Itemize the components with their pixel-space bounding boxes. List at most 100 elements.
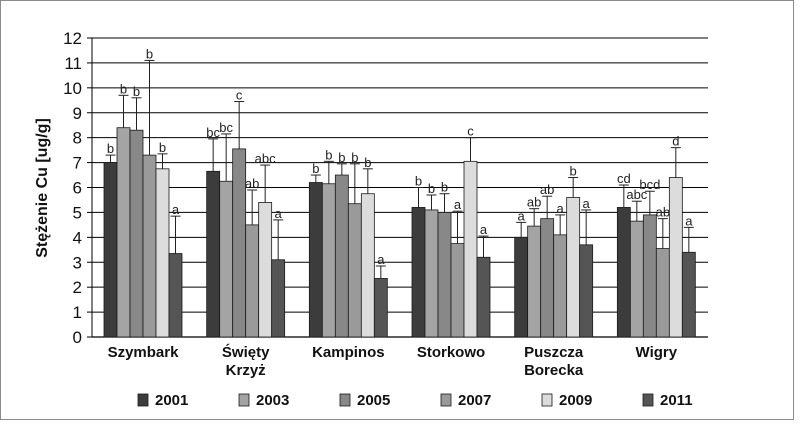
legend-swatch-2011 — [642, 393, 654, 407]
bar-2007-3 — [450, 243, 465, 338]
bar-2003-4 — [527, 225, 542, 338]
legend: 2001 2003 2005 2007 2009 2011 — [137, 392, 693, 409]
category-label: Puszcza — [524, 344, 584, 361]
bar-2011-4 — [579, 244, 594, 338]
bar-2005-3 — [437, 212, 452, 338]
significance-letter: cd — [617, 171, 631, 186]
significance-letter: b — [364, 155, 371, 170]
category-label: Szymbark — [108, 344, 180, 361]
y-tick-label: 9 — [73, 104, 82, 123]
error-bars — [105, 59, 694, 279]
bar-2005-2 — [334, 174, 349, 338]
significance-letter: b — [312, 161, 319, 176]
significance-letter: c — [467, 124, 474, 139]
bar-2001-3 — [411, 207, 426, 338]
category-label: Kampinos — [312, 344, 385, 361]
y-tick-label: 0 — [73, 328, 82, 347]
bar-2007-5 — [655, 248, 670, 338]
y-tick-label: 3 — [73, 253, 82, 272]
significance-letter: ab — [540, 182, 554, 197]
bar-2003-5 — [629, 220, 644, 338]
y-tick-label: 2 — [73, 278, 82, 297]
significance-letter: b — [120, 81, 127, 96]
bar-2009-0 — [155, 168, 170, 338]
bar-2003-1 — [219, 180, 234, 338]
significance-letter: d — [672, 134, 679, 149]
significance-letter: ab — [245, 176, 259, 191]
legend-swatch-2005 — [339, 393, 351, 407]
significance-letter: b — [415, 174, 422, 189]
y-tick-label: 6 — [73, 179, 82, 198]
significance-letter: b — [159, 140, 166, 155]
bar-2001-1 — [206, 170, 221, 338]
bar-2007-2 — [347, 203, 362, 338]
bar-2009-3 — [463, 160, 478, 338]
bar-2011-5 — [681, 251, 696, 338]
significance-letter: a — [685, 213, 693, 228]
bar-2007-4 — [553, 234, 568, 338]
significance-letter: b — [351, 150, 358, 165]
significance-letter: c — [236, 88, 243, 103]
significance-letter: abc — [255, 151, 276, 166]
significance-letter: bcd — [639, 177, 660, 192]
y-tick-label: 7 — [73, 154, 82, 173]
category-label: Borecka — [524, 362, 584, 379]
significance-letter: a — [557, 201, 565, 216]
bars — [103, 127, 696, 338]
y-tick-label: 8 — [73, 129, 82, 148]
significance-letter: b — [146, 46, 153, 61]
bar-2007-1 — [245, 224, 260, 338]
significance-letter: b — [338, 150, 345, 165]
bar-2003-3 — [424, 209, 439, 338]
bar-2001-0 — [103, 162, 118, 338]
y-tick-label: 12 — [63, 29, 82, 48]
significance-letter: a — [377, 252, 385, 267]
legend-label: 2009 — [559, 392, 592, 409]
legend-swatch-2009 — [541, 393, 553, 407]
bar-2001-2 — [308, 182, 323, 338]
significance-letter: abc — [626, 187, 647, 202]
significance-letter: a — [275, 206, 283, 221]
legend-label: 2005 — [357, 392, 390, 409]
significance-letter: ab — [656, 205, 670, 220]
significance-letter: bc — [219, 120, 233, 135]
gridlines — [92, 37, 708, 313]
category-label: Wigry — [636, 344, 678, 361]
bar-2001-4 — [514, 236, 529, 338]
significance-letter: a — [583, 196, 591, 211]
bar-2011-0 — [168, 253, 183, 338]
bar-2003-2 — [321, 183, 336, 338]
significance-letter: b — [133, 84, 140, 99]
bar-2009-1 — [258, 202, 273, 338]
significance-letter: b — [325, 147, 332, 162]
category-label: Święty — [222, 343, 270, 361]
category-label: Krzyż — [226, 362, 266, 379]
y-tick-label: 11 — [64, 54, 82, 73]
significance-letter: b — [570, 164, 577, 179]
y-tick-label: 5 — [73, 203, 82, 222]
category-label: Storkowo — [417, 344, 485, 361]
y-tick-label: 1 — [73, 303, 82, 322]
legend-swatch-2001 — [137, 393, 149, 407]
bar-2005-0 — [129, 129, 144, 338]
bar-2005-1 — [232, 148, 247, 338]
significance-letter: b — [441, 180, 448, 195]
significance-letter: a — [454, 197, 462, 212]
y-tick-label: 10 — [63, 79, 82, 98]
bar-2003-0 — [116, 127, 131, 338]
legend-label: 2007 — [458, 392, 491, 409]
bar-2001-5 — [616, 207, 631, 338]
bar-2011-1 — [271, 259, 286, 338]
significance-letter: bc — [206, 125, 220, 140]
significance-letter: a — [480, 222, 488, 237]
significance-letter: ab — [527, 195, 541, 210]
legend-swatch-2007 — [440, 393, 452, 407]
significance-letter: a — [518, 208, 526, 223]
legend-label: 2011 — [660, 392, 693, 409]
significance-letter: a — [172, 202, 180, 217]
legend-label: 2001 — [155, 392, 188, 409]
